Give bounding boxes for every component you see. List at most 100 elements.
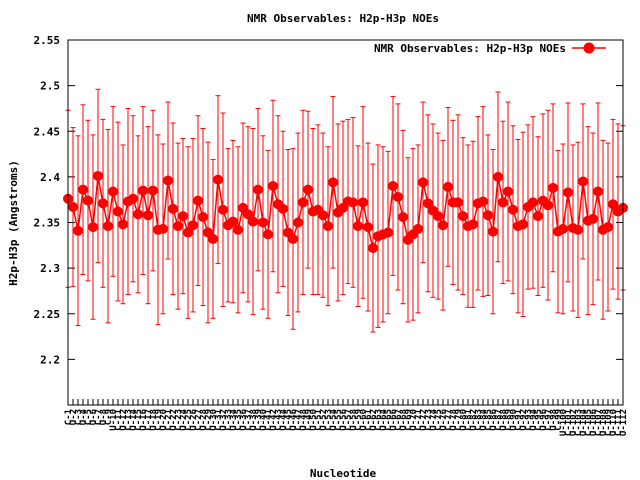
x-tick-label: U-68 (399, 409, 409, 431)
x-tick-label: C-85 (484, 409, 494, 431)
x-tick-label: C-89 (504, 409, 514, 431)
x-tick-label: C-55 (334, 409, 344, 431)
y-tick-label: 2.45 (34, 125, 61, 138)
x-tick-label: C-3 (74, 409, 84, 425)
x-tick-label: U-40 (259, 409, 269, 431)
x-tick-label: C-91 (514, 409, 524, 431)
data-point (143, 210, 153, 221)
x-tick-label: U-18 (149, 409, 159, 431)
x-tick-label: U-32 (219, 409, 229, 431)
data-point (118, 219, 128, 230)
x-tick-label: U-10 (109, 409, 119, 431)
x-tick-label: U-72 (419, 409, 429, 431)
data-point (98, 198, 108, 209)
data-point (563, 187, 573, 198)
x-tick-label: U-22 (169, 409, 179, 431)
x-tick-label: U-70 (409, 409, 419, 431)
data-point (243, 209, 253, 220)
data-point (518, 219, 528, 230)
data-point (228, 216, 238, 227)
x-tick-label: U-94 (529, 408, 539, 430)
data-point (603, 222, 613, 233)
data-point (608, 199, 618, 210)
x-tick-label: U-100 (559, 409, 569, 436)
data-point (288, 233, 298, 244)
x-tick-label: C-23 (174, 409, 184, 431)
x-tick-label: C-87 (494, 409, 504, 431)
x-tick-label: U-98 (549, 409, 559, 431)
data-point (578, 176, 588, 187)
x-tick-label: U-86 (489, 409, 499, 431)
x-tick-label: C-107 (594, 409, 604, 436)
data-point (138, 185, 148, 196)
x-tick-label: C-71 (414, 409, 424, 431)
data-point (128, 193, 138, 204)
y-axis-label: H2p-H3p (Angstroms) (7, 160, 20, 286)
plot-frame (67, 39, 624, 406)
x-tick-label: C-63 (374, 409, 384, 431)
data-point (253, 184, 263, 195)
data-point (278, 203, 288, 214)
y-tick-label: 2.25 (34, 308, 61, 321)
data-point (233, 224, 243, 235)
y-tick-label: 2.4 (40, 171, 60, 184)
x-tick-label: U-48 (299, 409, 309, 431)
legend: NMR Observables: H2p-H3p NOEs (374, 42, 606, 55)
x-tick-label: C-77 (444, 409, 454, 431)
x-tick-label: U-20 (159, 409, 169, 431)
x-tick-label: U-42 (269, 409, 279, 431)
data-point (418, 177, 428, 188)
x-tick-label: C-57 (344, 409, 354, 431)
x-tick-label: C-105 (584, 409, 594, 436)
x-tick-label: C-13 (124, 409, 134, 431)
data-point (528, 197, 538, 208)
x-tick-label: U-34 (229, 408, 239, 430)
x-tick-label: U-54 (329, 408, 339, 430)
x-tick-label: U-76 (439, 409, 449, 431)
data-point (588, 213, 598, 224)
data-point (483, 210, 493, 221)
x-tick-label: U-80 (459, 409, 469, 431)
x-tick-label: U-110 (609, 409, 619, 436)
x-tick-label: C-21 (164, 409, 174, 431)
x-tick-label: U-64 (379, 408, 389, 430)
data-point (468, 219, 478, 230)
data-point (363, 222, 373, 233)
data-point (263, 229, 273, 240)
x-tick-label: U-112 (619, 409, 629, 436)
x-tick-label: U-16 (139, 409, 149, 431)
x-tick-label: U-46 (289, 409, 299, 431)
x-tick-label: C-73 (424, 409, 434, 431)
data-point (303, 184, 313, 195)
data-point (218, 204, 228, 215)
x-tick-label: U-88 (499, 409, 509, 431)
data-point (103, 221, 113, 232)
data-point (368, 243, 378, 254)
x-tick-label: C-1 (64, 409, 74, 425)
data-point (573, 224, 583, 235)
x-tick-label: C-5 (84, 409, 94, 425)
x-tick-label: U-62 (369, 409, 379, 431)
x-tick-label: C-67 (394, 409, 404, 431)
data-point (348, 197, 358, 208)
x-tick-label: C-65 (384, 409, 394, 431)
x-tick-label: C-75 (434, 409, 444, 431)
data-point (83, 195, 93, 206)
x-tick-label: U-78 (449, 409, 459, 431)
data-point (358, 197, 368, 208)
data-point (248, 216, 258, 227)
data-point (498, 197, 508, 208)
data-point (388, 181, 398, 191)
x-tick-label: C-49 (304, 409, 314, 431)
y-axis-ticks: 2.2 2.25 2.3 2.35 2.4 2.45 2.5 2.55 (34, 34, 623, 366)
data-point (508, 204, 518, 215)
legend-marker-swatch (583, 42, 595, 54)
x-tick-label: U-6 (89, 409, 99, 425)
data-point (173, 221, 183, 232)
data-point (158, 223, 168, 234)
x-tick-label: C-97 (544, 409, 554, 431)
x-tick-label: C-37 (244, 409, 254, 431)
data-point (213, 174, 223, 185)
x-tick-label: C-29 (204, 409, 214, 431)
data-point (293, 217, 303, 228)
